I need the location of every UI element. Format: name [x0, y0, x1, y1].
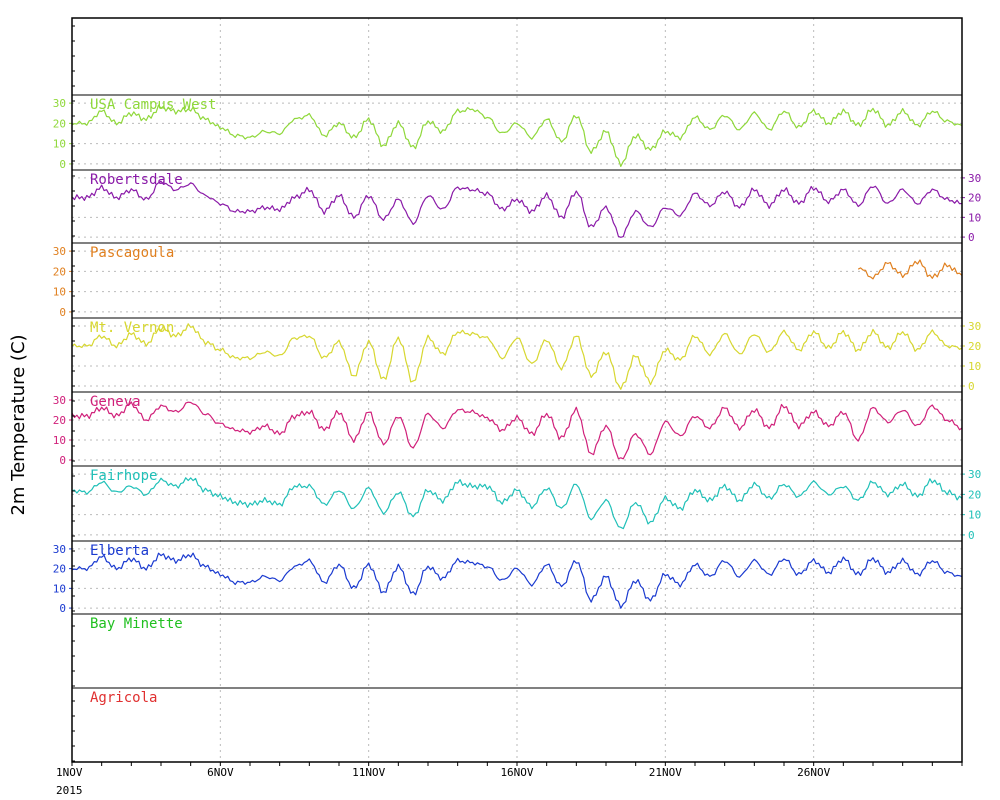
grid-layer: [72, 18, 962, 762]
y-tick-label: 0: [59, 602, 66, 615]
y-tick-label: 10: [53, 286, 66, 299]
y-tick-label: 0: [968, 380, 975, 393]
y-tick-label: 10: [53, 138, 66, 151]
y-tick-label: 20: [53, 414, 66, 427]
y-tick-label: 20: [968, 488, 981, 501]
series-label: Geneva: [90, 394, 141, 410]
y-tick-label: 30: [53, 543, 66, 556]
y-tick-label: 0: [59, 306, 66, 319]
y-tick-label: 30: [968, 468, 981, 481]
x-axis: 2015 1NOV 6NOV 11NOV 16NOV 21NOV 26NOV: [56, 762, 963, 797]
y-tick-label: 10: [53, 582, 66, 595]
x-tick-label: 11NOV: [352, 766, 385, 779]
y-tick-label: 0: [59, 454, 66, 467]
series-label: Fairhope: [90, 468, 157, 484]
series-label: Mt. Vernon: [90, 320, 174, 336]
series-line-elberta: [71, 552, 963, 609]
x-axis-year-label: 2015: [56, 784, 83, 797]
y-tick-label: 30: [968, 320, 981, 333]
x-tick-label: 1NOV: [56, 766, 83, 779]
y-tick-label: 20: [968, 340, 981, 353]
series-layer: USA Campus West Robertsdale Pascagoula Mt. …: [71, 97, 963, 706]
y-tick-label: 20: [968, 192, 981, 205]
series-line-mt-vernon: [71, 323, 963, 390]
x-tick-label: 6NOV: [207, 766, 234, 779]
y-tick-label: 0: [968, 529, 975, 542]
y-tick-label: 30: [53, 97, 66, 110]
x-tick-label: 16NOV: [500, 766, 533, 779]
series-line-geneva: [71, 401, 963, 460]
y-tick-label: 30: [53, 394, 66, 407]
series-line-robertsdale: [71, 180, 963, 238]
series-line-pascagoula: [857, 259, 963, 280]
y-tick-label: 30: [53, 245, 66, 258]
y-tick-label: 10: [968, 509, 981, 522]
y-tick-label: 20: [53, 563, 66, 576]
y-tick-label: 30: [968, 172, 981, 185]
series-line-usa-campus-west: [71, 104, 963, 167]
y-tick-label: 20: [53, 117, 66, 130]
series-label: Elberta: [90, 543, 149, 559]
y-axis-title: 2m Temperature (C): [8, 334, 29, 515]
y-tick-label: 10: [53, 434, 66, 447]
x-tick-label: 26NOV: [797, 766, 830, 779]
y-tick-label: 0: [968, 231, 975, 244]
y-tick-label: 10: [968, 211, 981, 224]
series-label: Bay Minette: [90, 616, 183, 632]
y-tick-label: 20: [53, 265, 66, 278]
series-label: Robertsdale: [90, 172, 183, 188]
x-tick-label: 21NOV: [649, 766, 682, 779]
y-tick-label: 10: [968, 360, 981, 373]
series-label: Agricola: [90, 690, 157, 706]
series-line-fairhope: [71, 477, 963, 530]
series-label: USA Campus West: [90, 97, 216, 113]
series-label: Pascagoula: [90, 245, 174, 261]
y-tick-label: 0: [59, 158, 66, 171]
